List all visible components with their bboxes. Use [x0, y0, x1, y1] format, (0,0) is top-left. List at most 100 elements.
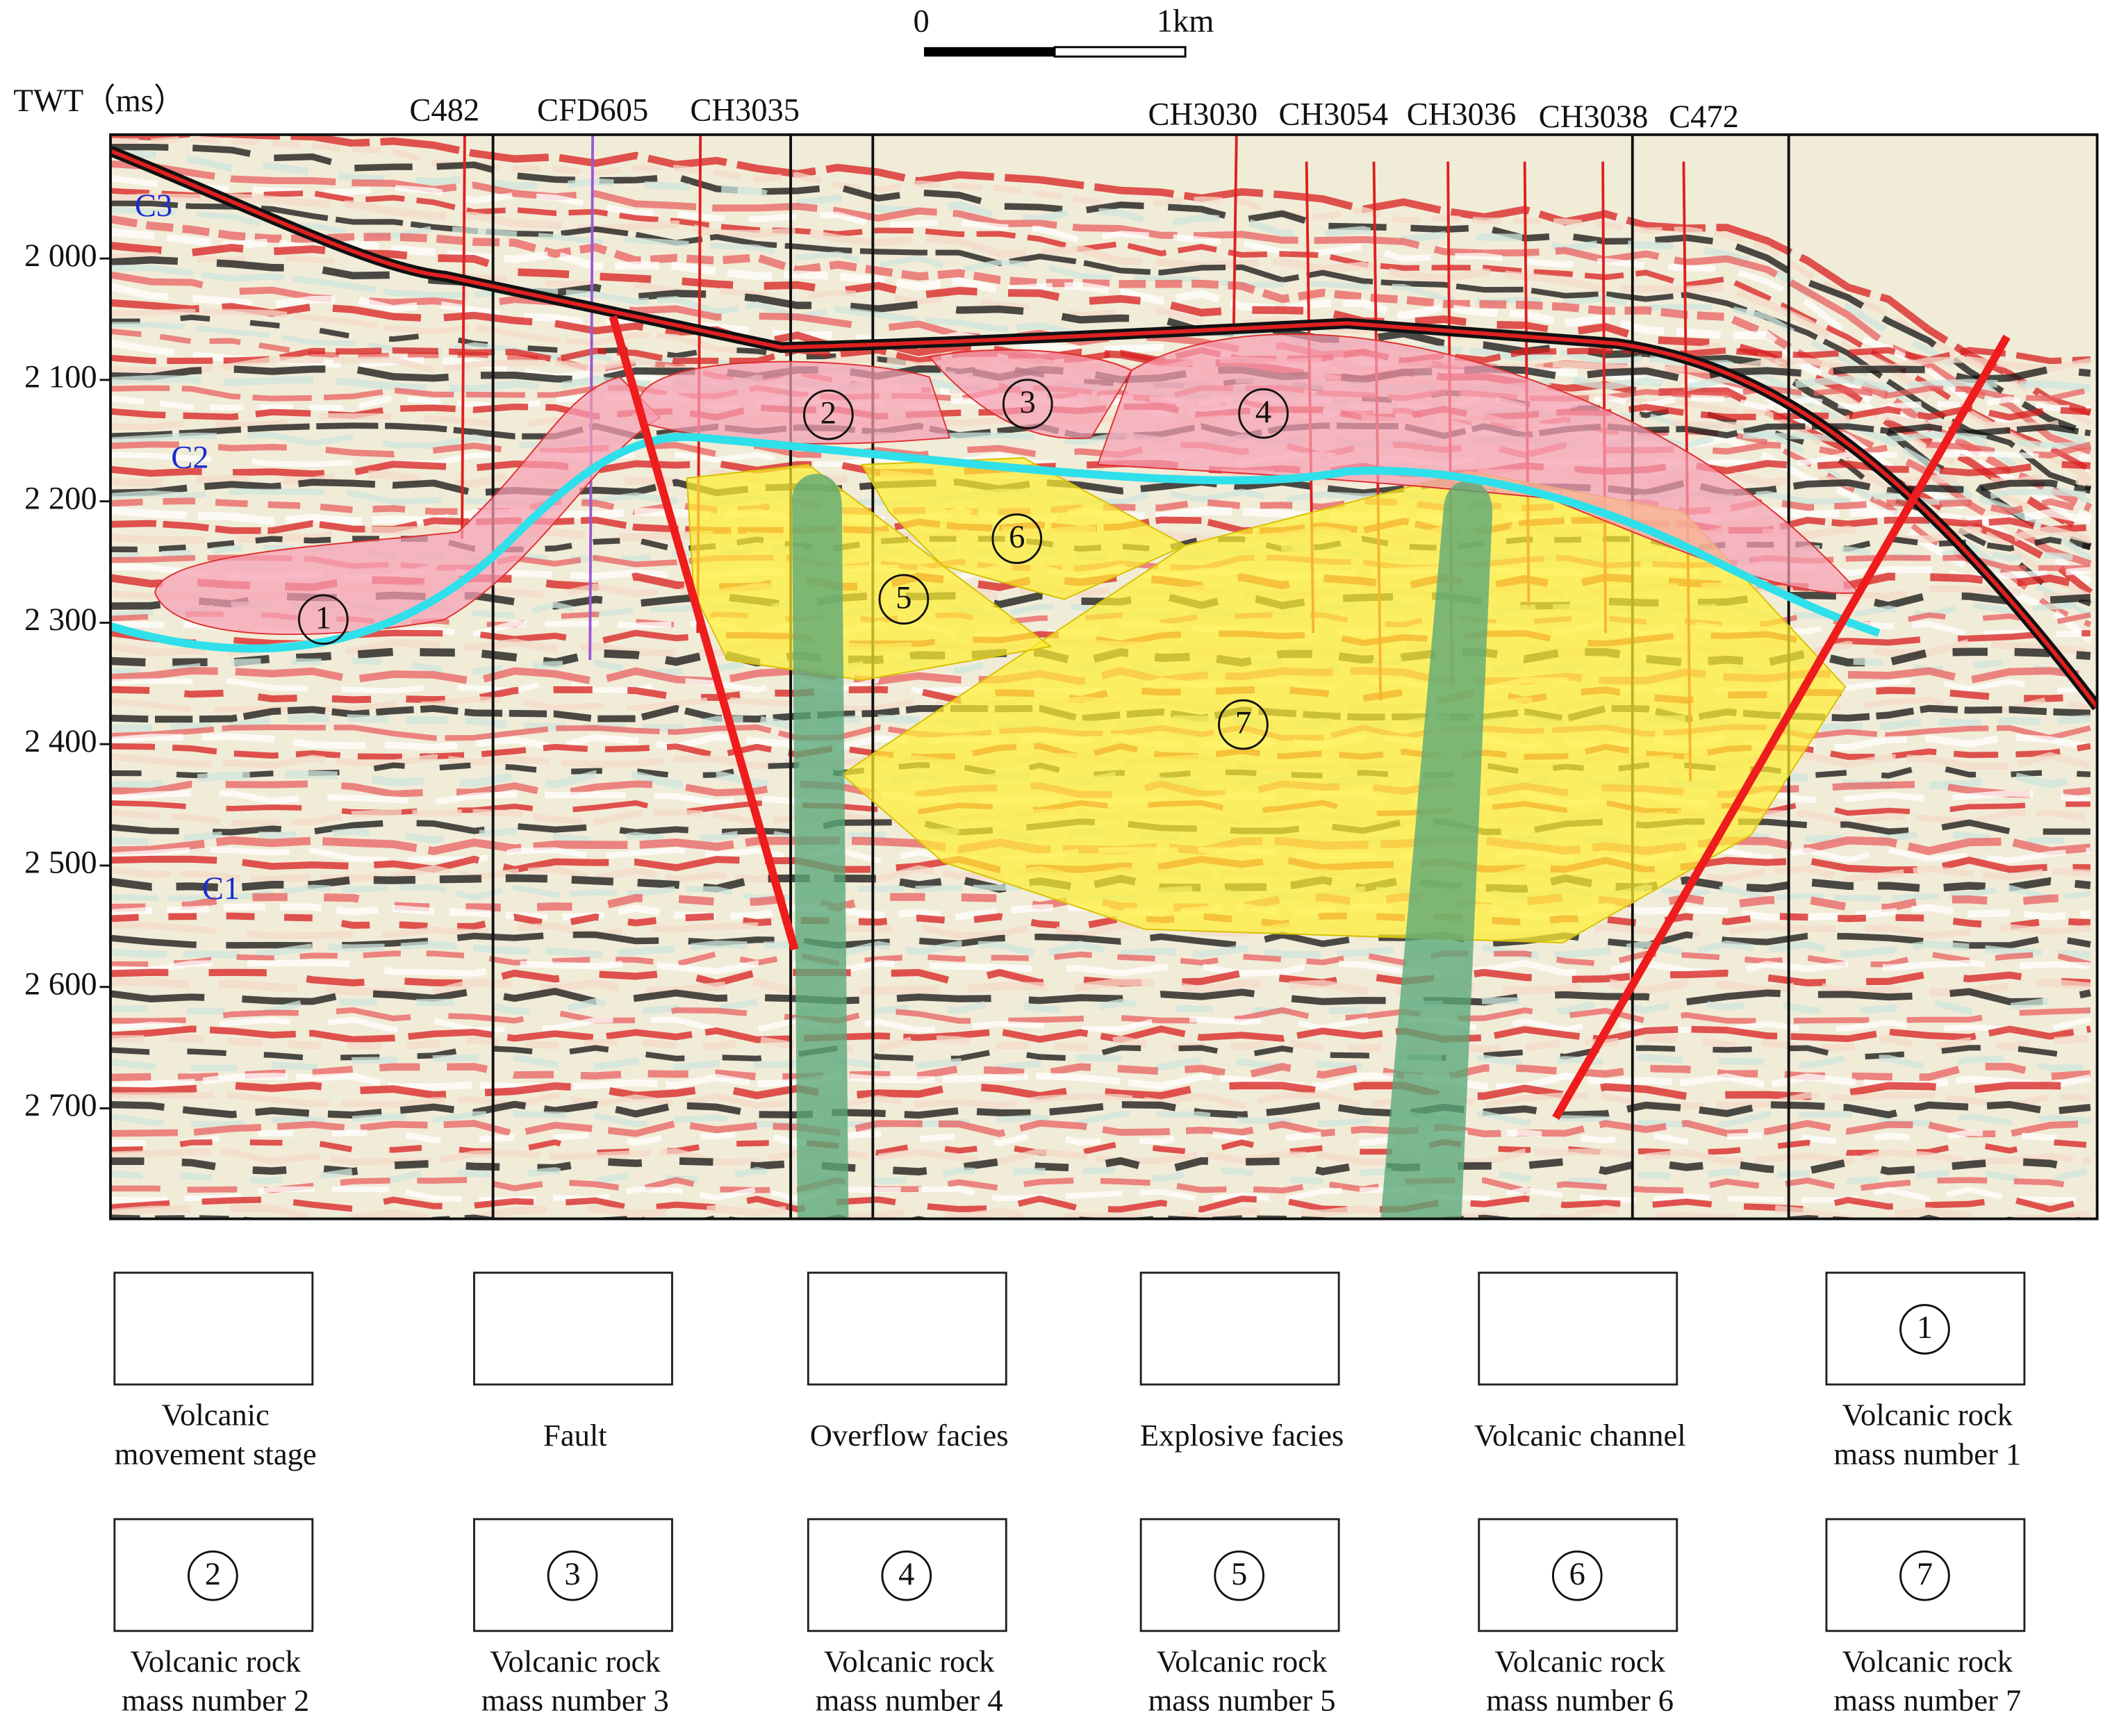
explosive-facies	[686, 457, 1847, 944]
well-log	[461, 134, 466, 539]
seismic-reflector	[110, 997, 2092, 1016]
legend-box	[1139, 1518, 1340, 1632]
seismic-reflector	[110, 950, 2091, 968]
legend-label: Explosive facies	[1140, 1418, 1344, 1453]
seismic-reflector	[110, 1082, 2091, 1100]
seismic-reflector	[110, 714, 2091, 733]
mass-circle	[803, 389, 854, 440]
legend-box	[807, 1518, 1007, 1632]
explosive-body	[841, 470, 1847, 944]
legend-number: 4	[898, 1557, 914, 1592]
seismic-reflector	[110, 818, 2090, 836]
seismic-reflector	[110, 525, 2092, 544]
legend-number: 3	[564, 1557, 580, 1592]
legend-number: 5	[1231, 1557, 1247, 1592]
legend-label: Volcanic rock	[1157, 1644, 1328, 1678]
seismic-reflector	[110, 1016, 2091, 1034]
seismic-reflector	[110, 1110, 2091, 1128]
scale-start: 0	[913, 4, 929, 40]
seismic-reflector	[110, 160, 2092, 455]
legend-label: Volcanic rock	[1494, 1644, 1665, 1678]
y-tick-label: 2 400	[24, 724, 97, 759]
seismic-reflector	[110, 479, 2091, 497]
seismic-reflector	[110, 1195, 2091, 1213]
legend-label: mass number 4	[816, 1683, 1003, 1718]
legend-number: 1	[1917, 1310, 1933, 1346]
seismic-reflector	[110, 143, 2092, 438]
legend-box	[1478, 1271, 1678, 1386]
seismic-reflector	[110, 1204, 2091, 1219]
stage-label: C3	[135, 188, 172, 224]
overflow-facies	[154, 333, 1861, 636]
well-label: CH3036	[1407, 97, 1517, 132]
legend-box	[807, 1271, 1007, 1386]
legend-circle	[1214, 1550, 1265, 1601]
seismic-reflector	[110, 1072, 2091, 1091]
fault	[1552, 334, 2011, 1121]
seismic-section	[110, 134, 2097, 1219]
mass-circle	[991, 513, 1043, 564]
legend-label: mass number 5	[1148, 1683, 1336, 1718]
y-tick-label: 2 500	[24, 845, 97, 881]
legend-box	[113, 1518, 314, 1632]
legend-circle	[881, 1550, 932, 1601]
legend-label: Volcanic	[162, 1398, 270, 1432]
legend-box	[473, 1518, 673, 1632]
legend-circle	[547, 1550, 598, 1601]
overflow-body	[638, 361, 951, 445]
seismic-reflector	[110, 441, 2092, 458]
y-tick-label: 2 100	[24, 360, 97, 395]
legend-label: Volcanic rock	[130, 1644, 301, 1678]
scale-bar	[1053, 46, 1187, 58]
legend-label: Overflow facies	[810, 1418, 1009, 1453]
well-label: CH3054	[1279, 97, 1389, 132]
well-label: CH3035	[690, 93, 800, 129]
explosive-body	[861, 457, 1187, 600]
seismic-reflector	[110, 1186, 2090, 1203]
y-tick-label: 2 300	[24, 602, 97, 638]
seismic-reflector	[110, 175, 2093, 472]
legend-number: 6	[1569, 1557, 1585, 1592]
legend-label: Volcanic rock	[1842, 1644, 2013, 1678]
legend-circle	[1899, 1550, 1950, 1601]
volcanic-stage-line	[110, 433, 1881, 653]
seismic-reflector	[110, 431, 2091, 449]
mass-number: 6	[1009, 520, 1025, 555]
legend-box	[1139, 1271, 1340, 1386]
well-label: CH3030	[1148, 97, 1257, 132]
stage-labels: C3 C2 C1	[135, 188, 240, 907]
y-tick-label: 2 700	[24, 1088, 97, 1123]
mass-number: 5	[896, 580, 911, 615]
seismic-reflector	[110, 356, 2091, 374]
seismic-reflector	[110, 893, 2091, 912]
legend-number: 2	[205, 1557, 221, 1592]
seismic-reflector	[110, 1091, 2091, 1109]
legend-label: Volcanic channel	[1474, 1418, 1686, 1453]
mass-number: 1	[315, 600, 331, 636]
mass-number: 7	[1235, 706, 1251, 741]
seismic-reflector	[110, 940, 2091, 959]
well-labels: C482 CFD605 CH3035 CH3030 CH3054 CH3036 …	[409, 93, 1739, 135]
legend-label: mass number 3	[481, 1683, 669, 1718]
mass-markers: 1 2 3 4 5 6 7	[297, 379, 1289, 750]
seismic-reflector	[110, 1129, 2091, 1147]
well-label: CH3038	[1539, 99, 1649, 135]
legend-label: mass number 2	[122, 1683, 309, 1718]
legend-label: mass number 1	[1833, 1437, 2021, 1471]
seismic-reflector	[110, 193, 2093, 482]
seismic-reflector	[110, 206, 2092, 505]
legend-box	[1825, 1271, 2026, 1386]
legend-circle	[1899, 1304, 1950, 1355]
seismic-reflector	[110, 1025, 2091, 1043]
seismic-reflector	[110, 1177, 2091, 1194]
seismic-reflector	[110, 347, 2091, 365]
seismic-reflector	[110, 1139, 2091, 1156]
mass-number: 2	[820, 396, 836, 431]
mass-number: 4	[1255, 395, 1271, 430]
y-tick-label: 2 000	[24, 238, 97, 274]
mass-circle	[1238, 388, 1289, 439]
seismic-reflector	[110, 987, 2091, 1006]
seismic-reflector	[110, 1166, 2091, 1185]
section-frame	[109, 133, 2099, 1221]
